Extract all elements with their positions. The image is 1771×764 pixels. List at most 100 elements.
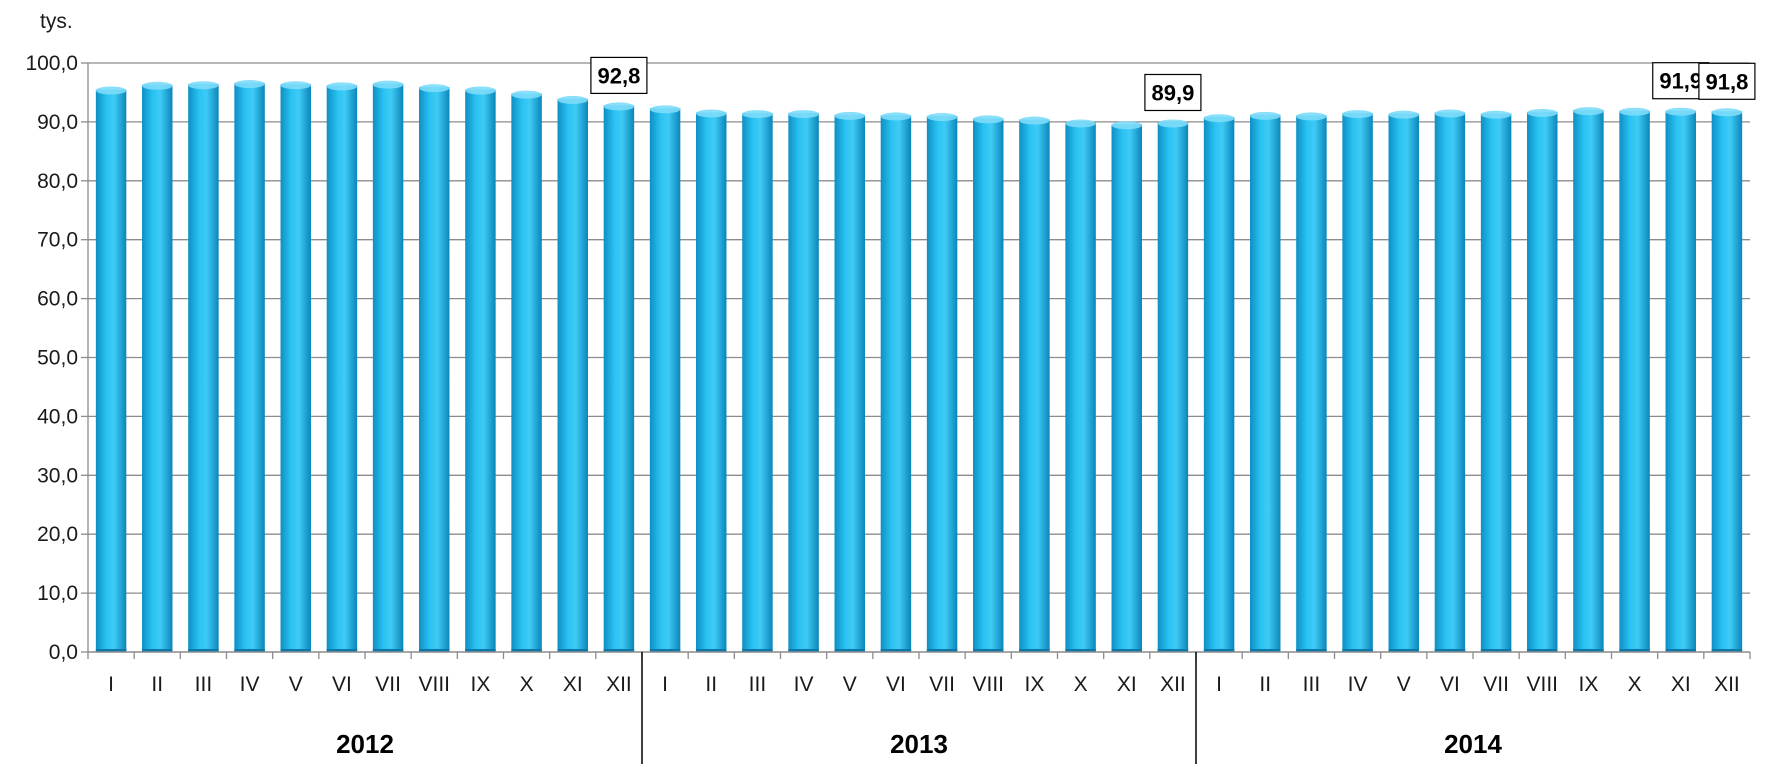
gridlines: [88, 62, 1750, 594]
x-tick-label: XI: [563, 673, 583, 696]
bar-base: [1434, 649, 1466, 652]
bar-body: [926, 116, 958, 652]
bar-top: [511, 90, 542, 99]
x-tick-label: IV: [794, 673, 814, 696]
bar: [1573, 107, 1604, 653]
x-tick-label: XI: [1671, 673, 1691, 696]
data-label: 91,9: [1652, 62, 1710, 100]
x-tick-label: VIII: [1526, 673, 1558, 696]
bar-base: [188, 649, 219, 652]
x-tick-label: IX: [1024, 673, 1044, 696]
x-tick-label: II: [151, 673, 163, 696]
x-tick-label: VI: [1440, 673, 1460, 696]
bar: [511, 90, 542, 653]
bar-body: [1434, 112, 1466, 652]
bar-body: [1665, 110, 1696, 653]
bar-base: [511, 649, 542, 652]
bar-top: [973, 115, 1004, 124]
y-tick-label: 50,0: [37, 347, 78, 370]
x-tick-label: V: [1397, 673, 1411, 696]
data-labels: 92,8 89,9 91,9 91,8: [590, 56, 1756, 112]
bar-base: [1665, 649, 1696, 652]
bar-top: [696, 109, 727, 118]
y-unit-label: tys.: [40, 10, 73, 33]
bar: [834, 111, 865, 652]
bar-top: [649, 105, 681, 114]
bar-top: [326, 82, 358, 91]
bar: [557, 95, 588, 652]
bar-base: [1573, 649, 1604, 652]
x-tick-label: IX: [470, 673, 490, 696]
x-tick-label: V: [289, 673, 303, 696]
x-tick-label: XII: [1714, 673, 1740, 696]
bar: [1527, 108, 1558, 652]
y-tick-label: 20,0: [37, 523, 78, 546]
bar-body: [465, 89, 496, 652]
y-tick-label: 90,0: [37, 111, 78, 134]
bar: [1250, 111, 1281, 652]
bar: [419, 84, 450, 653]
bar-base: [696, 649, 727, 652]
bar: [788, 110, 819, 652]
x-tick-label: I: [1216, 673, 1222, 696]
x-tick-label: IV: [1348, 673, 1368, 696]
bar-body: [1619, 110, 1650, 653]
bar-body: [1203, 117, 1235, 653]
bar-base: [788, 649, 819, 652]
bar: [1111, 121, 1142, 653]
bar-base: [834, 649, 865, 652]
bar-body: [1711, 111, 1743, 653]
x-tick-label: VII: [375, 673, 401, 696]
x-tick-label: XII: [606, 673, 632, 696]
bar-base: [557, 649, 588, 652]
bar-body: [603, 105, 635, 652]
bar: [188, 81, 219, 653]
bar-base: [649, 649, 681, 652]
data-label-text: 92,8: [598, 63, 641, 88]
data-label: 91,8: [1698, 62, 1756, 100]
bar-base: [1111, 649, 1142, 652]
bar-top: [1296, 112, 1327, 121]
bar-body: [95, 89, 127, 652]
y-tick-label: 80,0: [37, 170, 78, 193]
bar-body: [788, 113, 819, 652]
bar: [1019, 116, 1050, 652]
x-tick-label: IX: [1578, 673, 1598, 696]
x-tick-label: III: [1303, 673, 1321, 696]
x-tick-label: II: [705, 673, 717, 696]
bar-top: [1250, 111, 1281, 120]
bar: [1619, 107, 1650, 653]
bar: [1203, 114, 1235, 653]
bar-top: [1434, 109, 1466, 118]
bar-body: [834, 114, 865, 652]
bar: [603, 102, 635, 652]
bar-base: [603, 649, 635, 652]
bar: [465, 86, 496, 652]
bar-body: [326, 85, 358, 652]
y-tick-label: 70,0: [37, 229, 78, 252]
x-tick-label: I: [108, 673, 114, 696]
x-tick-label: X: [520, 673, 534, 696]
bar-base: [1203, 649, 1235, 652]
x-tick-label: IV: [240, 673, 260, 696]
data-label-box: [1698, 62, 1756, 100]
bar-base: [372, 649, 404, 652]
bar-body: [1342, 113, 1373, 652]
year-label: 2014: [1444, 729, 1502, 759]
bar: [1711, 108, 1743, 653]
bar-top: [1527, 108, 1558, 117]
bar-top: [419, 84, 450, 93]
bar-body: [742, 113, 773, 652]
x-tick-label: XI: [1117, 673, 1137, 696]
bar-top: [1019, 116, 1050, 125]
bar-top: [234, 80, 265, 89]
data-label-box: [1144, 73, 1202, 112]
bar-body: [142, 84, 173, 653]
bar-top: [1203, 114, 1235, 123]
bar-body: [1573, 110, 1604, 653]
bar-top: [1711, 108, 1743, 117]
bar-top: [742, 110, 773, 119]
bar: [1665, 107, 1696, 653]
y-tick-label: 10,0: [37, 582, 78, 605]
bar-base: [880, 649, 912, 652]
